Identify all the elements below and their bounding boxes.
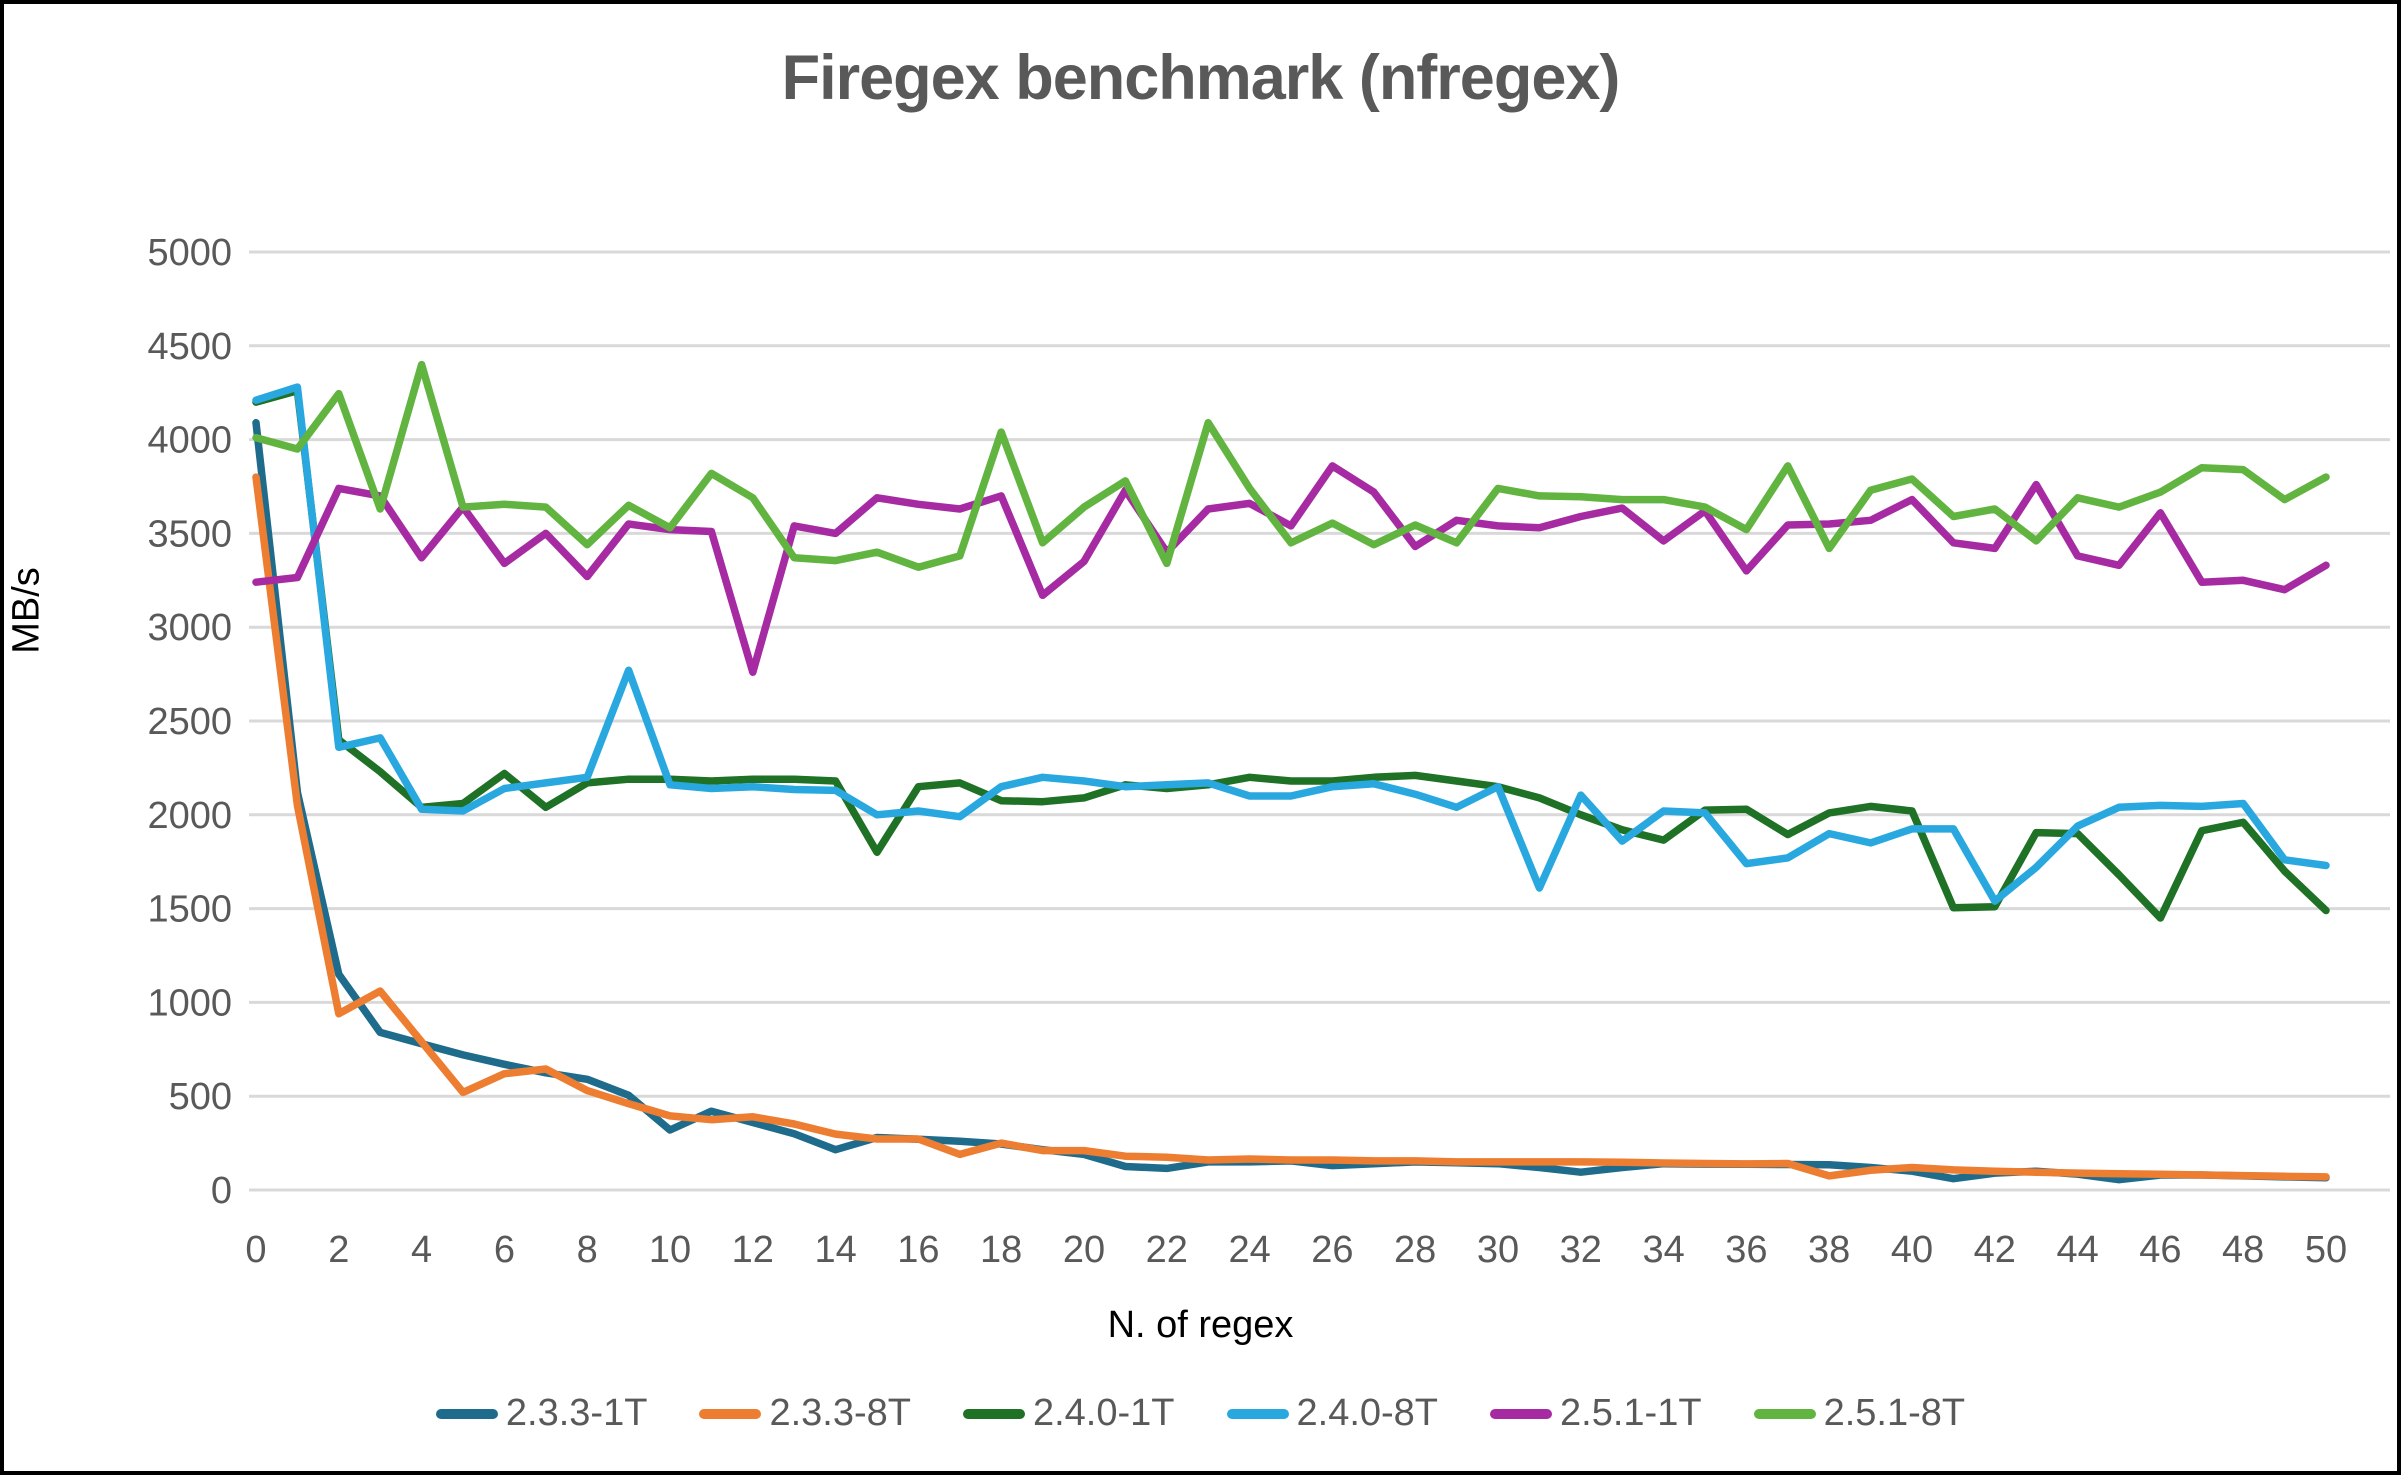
x-tick-label: 32 [1560,1229,1602,1271]
legend-swatch [962,1408,1025,1419]
x-tick-label: 30 [1477,1229,1519,1271]
series-line-2.3.3-1T [252,418,2330,1184]
legend-label: 2.3.3-8T [769,1392,911,1434]
x-tick-label: 36 [1725,1229,1767,1271]
x-tick-label: 10 [649,1229,691,1271]
x-tick-label: 18 [980,1229,1022,1271]
x-tick-label: 48 [2222,1229,2264,1271]
legend-swatch [1490,1408,1553,1419]
legend-swatch [1753,1408,1816,1419]
x-tick-label: 22 [1146,1229,1188,1271]
x-tick-label: 42 [1974,1229,2016,1271]
x-tick-label: 12 [732,1229,774,1271]
x-tick-label: 26 [1311,1229,1353,1271]
legend-item: 2.5.1-1T [1490,1392,1702,1435]
x-tick-label: 6 [494,1229,515,1271]
x-tick-label: 34 [1642,1229,1684,1271]
legend-item: 2.4.0-1T [962,1392,1175,1435]
legend-label: 2.4.0-8T [1296,1392,1439,1434]
series-line-2.3.3-8T [252,473,2330,1181]
x-tick-label: 8 [577,1229,598,1271]
x-tick-label: 16 [897,1229,939,1271]
series-line-2.4.0-1T [252,387,2330,922]
x-tick-label: 2 [328,1229,349,1271]
x-tick-label: 24 [1228,1229,1270,1271]
y-tick-label: 0 [211,1170,232,1212]
legend-swatch [435,1408,498,1419]
plot-area: 0500100015002000250030003500400045005000… [147,232,2390,1271]
x-tick-label: 20 [1063,1229,1105,1271]
series-line-2.5.1-8T [252,360,2330,571]
legend-label: 2.4.0-1T [1032,1392,1175,1434]
x-tick-label: 40 [1891,1229,1933,1271]
legend-label: 2.5.1-1T [1560,1392,1702,1434]
chart-title: Firegex benchmark (nfregex) [781,43,1621,113]
series-line-2.5.1-1T [252,462,2330,676]
y-tick-label: 1000 [147,982,232,1024]
y-tick-label: 1500 [147,889,232,931]
x-axis-title: N. of regex [1107,1304,1294,1346]
legend-label: 2.5.1-8T [1823,1392,1966,1434]
x-tick-label: 4 [411,1229,432,1271]
legend-item: 2.3.3-8T [699,1392,911,1435]
series-line-2.4.0-8T [252,383,2330,905]
y-tick-label: 3000 [147,607,232,649]
legend-label: 2.3.3-1T [505,1392,648,1434]
y-tick-label: 2000 [147,795,232,837]
legend-swatch [699,1408,762,1419]
x-tick-label: 44 [2056,1229,2098,1271]
y-tick-label: 2500 [147,701,232,743]
y-tick-label: 4000 [147,420,232,462]
x-tick-label: 50 [2305,1229,2347,1271]
legend-swatch [1226,1408,1289,1419]
x-tick-label: 28 [1394,1229,1436,1271]
y-tick-label: 5000 [147,232,232,274]
x-tick-label: 0 [245,1229,266,1271]
legend-item: 2.5.1-8T [1753,1392,1966,1435]
y-tick-label: 4500 [147,326,232,368]
legend: 2.3.3-1T 2.3.3-8T 2.4.0-1T 2.4.0-8T 2.5.… [4,1392,2397,1435]
legend-item: 2.3.3-1T [435,1392,648,1435]
x-tick-label: 14 [814,1229,856,1271]
x-tick-label: 38 [1808,1229,1850,1271]
x-tick-label: 46 [2139,1229,2181,1271]
y-axis-title: MB/s [5,567,48,654]
y-tick-label: 500 [169,1076,232,1118]
legend-item: 2.4.0-8T [1226,1392,1439,1435]
y-tick-label: 3500 [147,513,232,555]
